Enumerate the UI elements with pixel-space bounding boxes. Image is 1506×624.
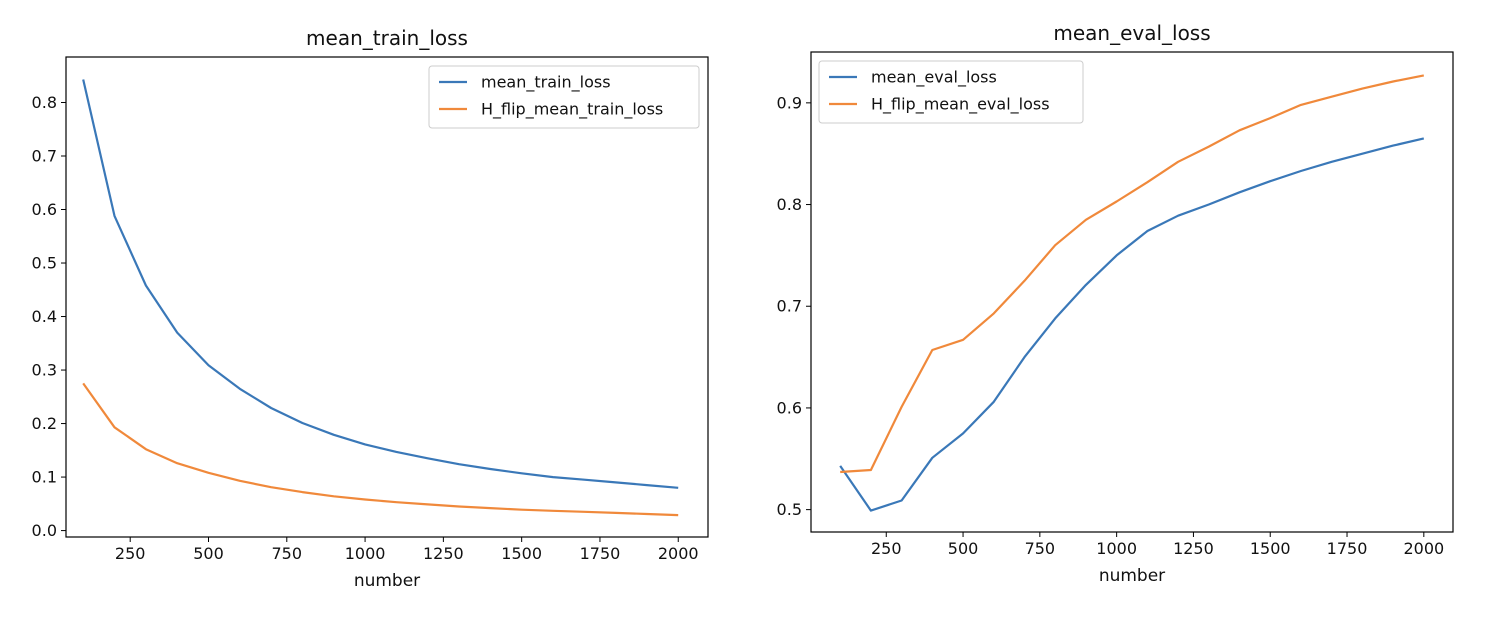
y-tick-label: 0.4 [32, 307, 57, 326]
y-tick-label: 0.2 [32, 414, 57, 433]
legend-label: H_flip_mean_eval_loss [871, 95, 1050, 115]
y-tick-label: 0.6 [777, 398, 802, 417]
x-axis-label: number [1099, 566, 1165, 586]
legend-label: H_flip_mean_train_loss [481, 100, 663, 120]
y-tick-label: 0.5 [777, 500, 802, 519]
series-line-2 [82, 382, 679, 517]
x-tick-label: 750 [272, 544, 303, 563]
y-tick-label: 0.8 [32, 93, 57, 112]
y-tick-label: 0.6 [32, 200, 57, 219]
x-tick-label: 1250 [1173, 539, 1214, 558]
x-tick-label: 500 [193, 544, 224, 563]
y-tick-label: 0.0 [32, 521, 57, 540]
legend: mean_train_loss H_flip_mean_train_loss [428, 65, 700, 129]
y-tick-label: 0.8 [777, 195, 802, 214]
x-tick-label: 1750 [1327, 539, 1368, 558]
x-tick-label: 1250 [423, 544, 464, 563]
plot-frame [65, 56, 709, 538]
x-tick-label: 750 [1025, 539, 1056, 558]
x-tick-label: 500 [948, 539, 979, 558]
legend-box [428, 65, 700, 129]
y-tick-label: 0.3 [32, 361, 57, 380]
x-tick-label: 2000 [1403, 539, 1444, 558]
chart-title: mean_eval_loss [1053, 21, 1210, 45]
x-tick-label: 1500 [1250, 539, 1291, 558]
x-tick-label: 1000 [1096, 539, 1137, 558]
y-tick-label: 0.9 [777, 93, 802, 112]
series-line-2 [840, 74, 1425, 474]
legend-box [818, 60, 1084, 124]
chart-title: mean_train_loss [306, 26, 468, 50]
x-tick-label: 1750 [580, 544, 621, 563]
series-line-1 [82, 79, 679, 489]
x-tick-label: 2000 [658, 544, 699, 563]
y-tick-label: 0.7 [32, 146, 57, 165]
y-tick-label: 0.5 [32, 254, 57, 273]
series-line-1 [839, 137, 1425, 512]
x-axis-label: number [354, 571, 420, 591]
x-tick-label: 1000 [345, 544, 386, 563]
legend: mean_eval_loss H_flip_mean_eval_loss [818, 60, 1084, 124]
legend-label: mean_eval_loss [871, 68, 997, 88]
y-tick-label: 0.1 [32, 468, 57, 487]
y-tick-label: 0.7 [777, 297, 802, 316]
chart-2: mean_eval_loss 250 500 750 1000 1250 1500 1750 2… [777, 21, 1454, 586]
plot-frame [810, 51, 1454, 533]
chart-1: mean_train_loss 250 500 750 1000 1250 1500 1750… [32, 26, 709, 591]
x-tick-label: 1500 [501, 544, 542, 563]
legend-label: mean_train_loss [481, 73, 611, 93]
x-tick-label: 250 [115, 544, 146, 563]
x-tick-label: 250 [871, 539, 902, 558]
